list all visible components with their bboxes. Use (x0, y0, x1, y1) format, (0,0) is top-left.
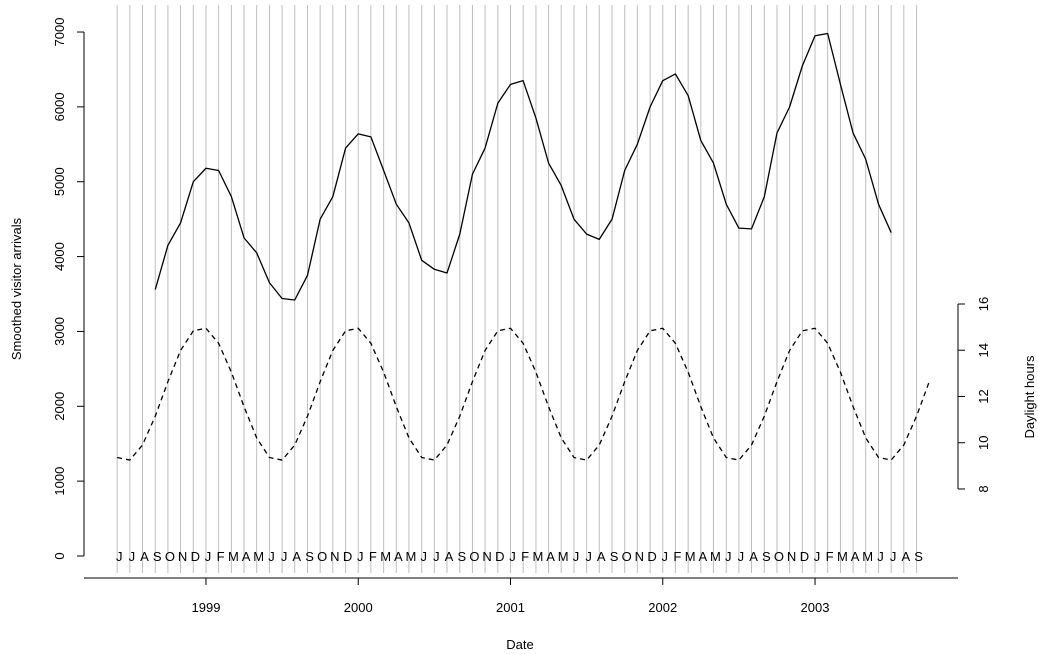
month-label: M (253, 549, 264, 564)
month-label: N (178, 549, 187, 564)
month-label: J (725, 549, 732, 564)
month-label: J (585, 549, 592, 564)
month-label: S (457, 549, 466, 564)
month-label: M (533, 549, 544, 564)
month-label: M (710, 549, 721, 564)
month-label: S (610, 549, 619, 564)
month-label: J (205, 549, 212, 564)
month-label: N (482, 549, 491, 564)
month-label: F (217, 549, 225, 564)
month-label: O (165, 549, 175, 564)
month-label: M (685, 549, 696, 564)
month-label: A (445, 549, 454, 564)
month-label: J (877, 549, 884, 564)
month-label: D (495, 549, 504, 564)
month-label: O (469, 549, 479, 564)
month-label: M (558, 549, 569, 564)
month-label: A (749, 549, 758, 564)
month-label: M (406, 549, 417, 564)
month-label: A (546, 549, 555, 564)
month-label: S (305, 549, 314, 564)
x-tick-label: 2002 (648, 600, 677, 615)
y2-tick-label: 12 (976, 389, 991, 403)
y-tick-label: 3000 (52, 317, 67, 346)
data-line (117, 327, 930, 461)
month-label: J (890, 549, 897, 564)
y-tick-label: 4000 (52, 242, 67, 271)
month-label: J (662, 549, 669, 564)
month-label: S (914, 549, 923, 564)
month-label: J (281, 549, 288, 564)
y-tick-label: 6000 (52, 92, 67, 121)
y-tick-label: 0 (52, 552, 67, 559)
month-label: D (800, 549, 809, 564)
x-tick-label: 2000 (344, 600, 373, 615)
month-label: J (268, 549, 275, 564)
y2-tick-label: 16 (976, 297, 991, 311)
month-label: D (343, 549, 352, 564)
x-tick-label: 1999 (192, 600, 221, 615)
month-label: J (129, 549, 136, 564)
x-axis-label: Date (506, 637, 533, 652)
month-label: A (901, 549, 910, 564)
month-label: S (153, 549, 162, 564)
month-label: F (826, 549, 834, 564)
data-line (154, 32, 892, 301)
y-tick-label: 5000 (52, 167, 67, 196)
y-axis-label: Smoothed visitor arrivals (9, 217, 24, 360)
y2-tick-label: 10 (976, 435, 991, 449)
month-label: M (837, 549, 848, 564)
month-label: J (509, 549, 516, 564)
month-label: A (292, 549, 301, 564)
month-label: J (116, 549, 123, 564)
month-label: A (140, 549, 149, 564)
month-label: J (573, 549, 580, 564)
x-tick-label: 2001 (496, 600, 525, 615)
month-label: J (433, 549, 440, 564)
month-label: J (814, 549, 821, 564)
month-label: D (191, 549, 200, 564)
month-label: N (635, 549, 644, 564)
month-label: A (698, 549, 707, 564)
month-label: M (380, 549, 391, 564)
month-label: D (647, 549, 656, 564)
month-label: J (420, 549, 427, 564)
month-label: M (862, 549, 873, 564)
y-tick-label: 7000 (52, 18, 67, 47)
month-label: J (738, 549, 745, 564)
y-tick-label: 2000 (52, 392, 67, 421)
y-tick-label: 1000 (52, 467, 67, 496)
month-label: O (774, 549, 784, 564)
y2-axis-label: Daylight hours (1022, 355, 1037, 439)
month-label: F (673, 549, 681, 564)
month-label: S (762, 549, 771, 564)
y2-tick-label: 14 (976, 343, 991, 357)
month-label: A (597, 549, 606, 564)
month-label: O (317, 549, 327, 564)
month-label: A (851, 549, 860, 564)
y2-tick-label: 8 (976, 485, 991, 492)
month-label: N (330, 549, 339, 564)
x-tick-label: 2003 (801, 600, 830, 615)
month-label: F (369, 549, 377, 564)
month-label: M (228, 549, 239, 564)
month-label: N (787, 549, 796, 564)
month-label: J (357, 549, 364, 564)
month-label: A (242, 549, 251, 564)
month-label: A (394, 549, 403, 564)
month-label: F (521, 549, 529, 564)
month-label: O (622, 549, 632, 564)
